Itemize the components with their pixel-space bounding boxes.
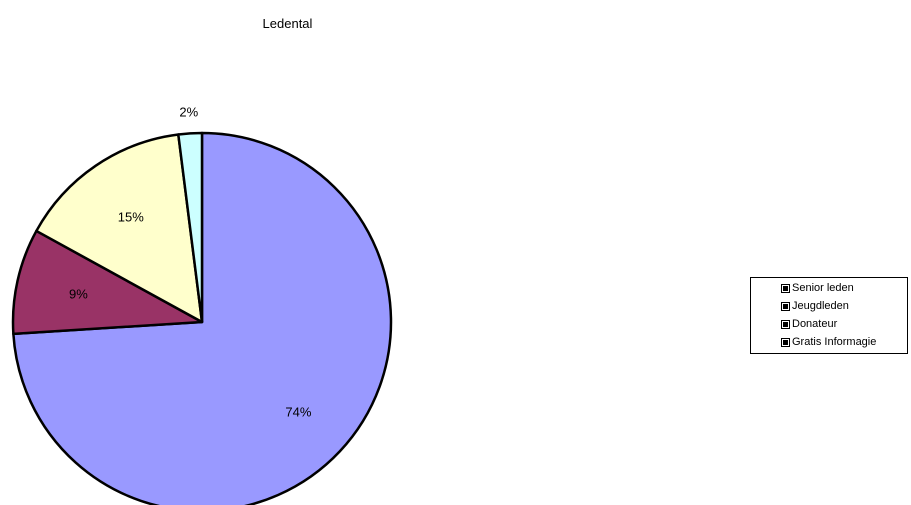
pie-slice-jeugdleden	[11, 229, 204, 336]
legend-item-senior-leden: Senior leden	[751, 279, 907, 297]
legend-swatch	[781, 319, 790, 329]
legend-item-gratis-informagie: Gratis Informagie	[751, 333, 907, 351]
legend-label: Senior leden	[792, 282, 854, 294]
legend-swatch	[781, 301, 790, 311]
chart-legend: Senior leden Jeugdleden Donateur Gratis …	[750, 277, 908, 354]
legend-label: Jeugdleden	[792, 300, 849, 312]
legend-label: Donateur	[792, 318, 838, 330]
legend-label: Gratis Informagie	[792, 336, 877, 348]
legend-swatch	[781, 283, 790, 293]
slice-data-label: 74%	[285, 405, 311, 420]
slice-data-label: 15%	[118, 209, 144, 224]
legend-item-donateur: Donateur	[751, 315, 907, 333]
pie-slice-donateur	[35, 133, 204, 324]
slice-data-label: 9%	[69, 286, 88, 301]
legend-item-jeugdleden: Jeugdleden	[751, 297, 907, 315]
pie-slice-gratis-informagie	[177, 131, 204, 324]
chart-title: Ledental	[262, 16, 313, 31]
slice-data-label: 2%	[179, 105, 198, 120]
legend-swatch	[781, 337, 790, 347]
